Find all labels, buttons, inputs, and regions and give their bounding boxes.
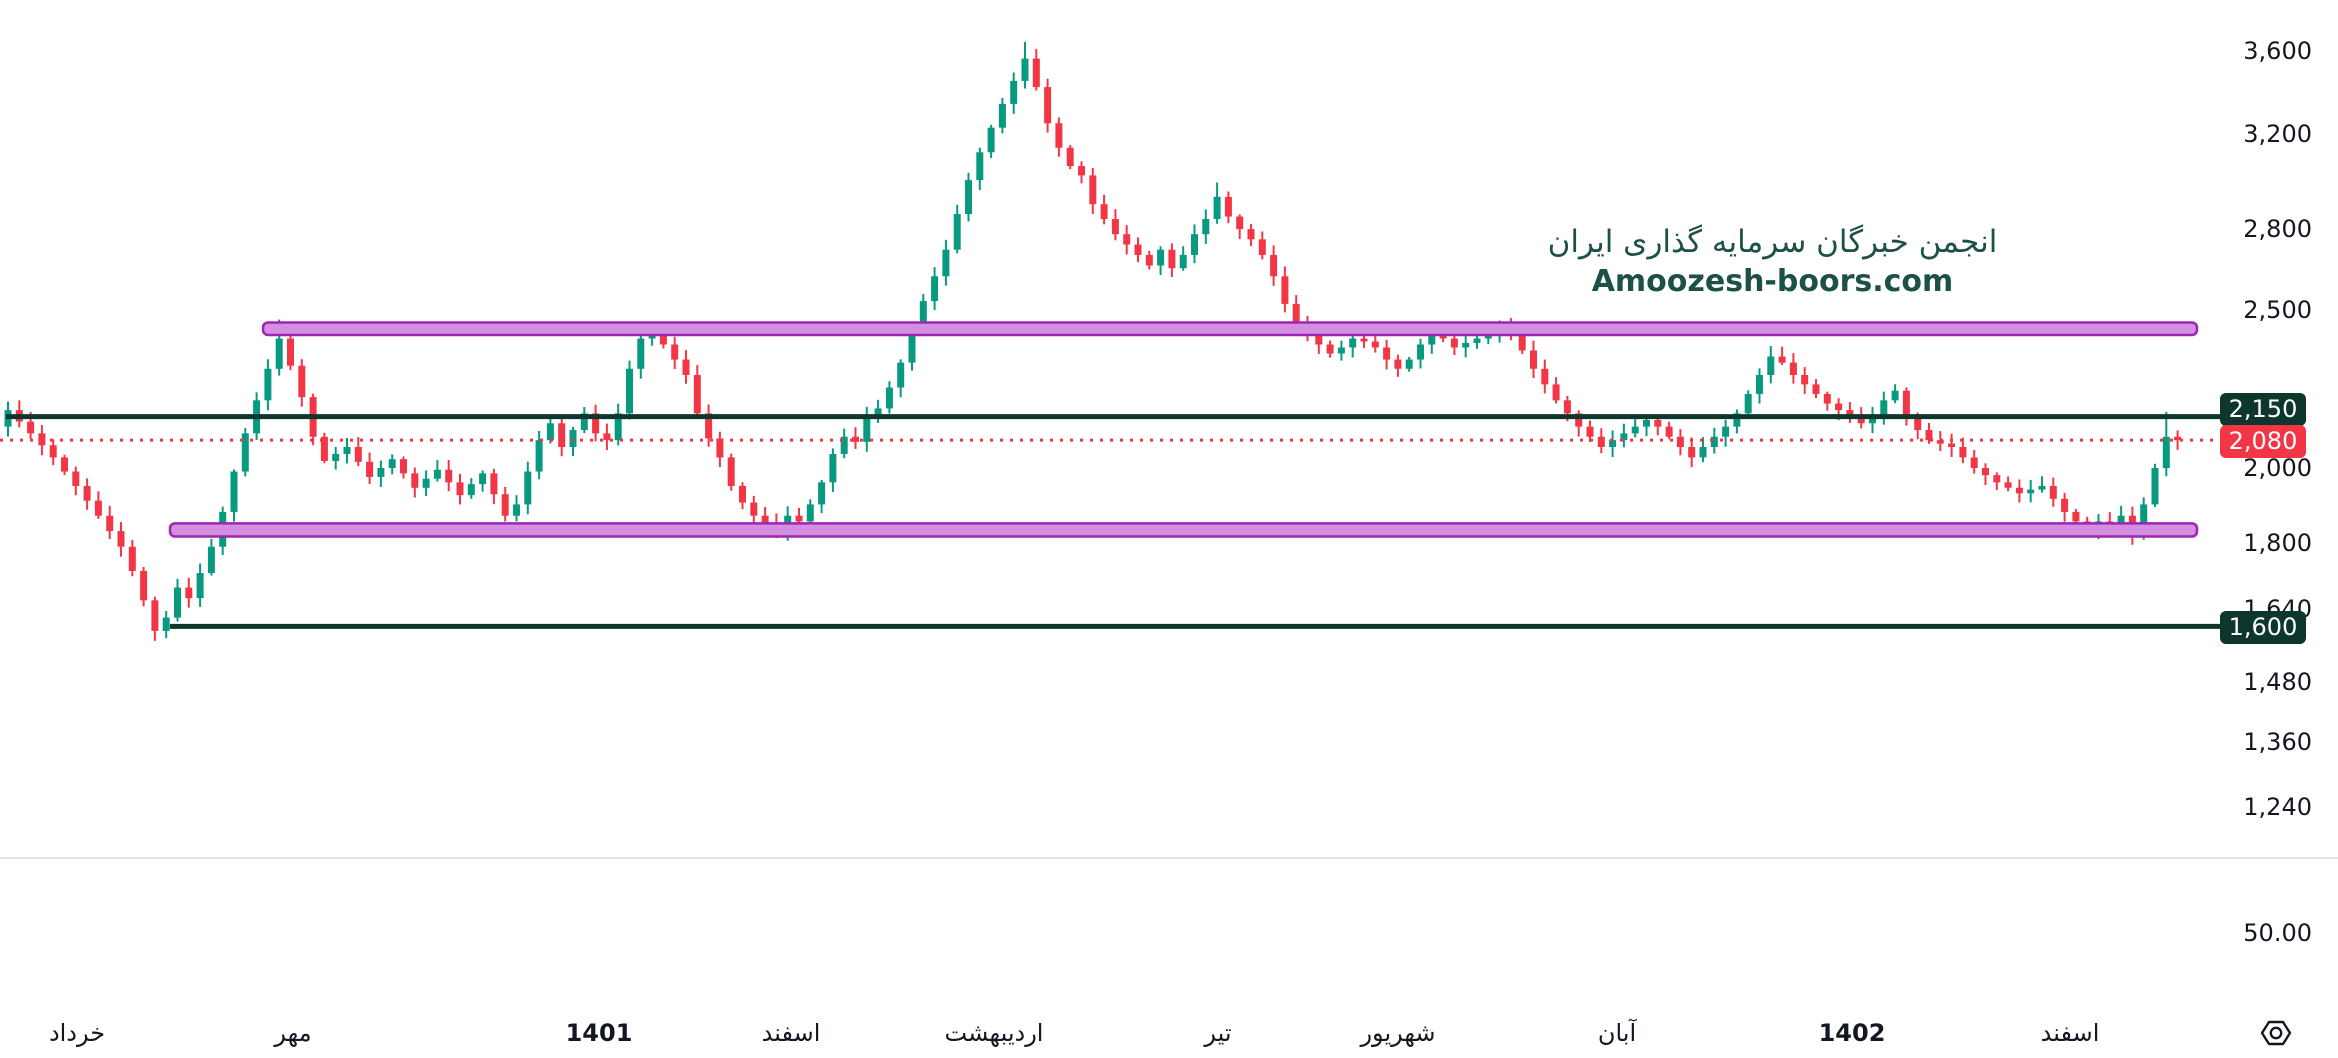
price-tick-label: 2,800 xyxy=(2243,215,2312,244)
time-axis-month-label: اسفند xyxy=(761,1019,821,1047)
time-axis-month-label: خرداد xyxy=(48,1019,106,1047)
price-tick-label: 1,480 xyxy=(2243,667,2312,696)
watermark: انجمن خبرگان سرمایه گذاری ایران Amoozesh… xyxy=(1500,222,2045,300)
price-tick-label: 2,000 xyxy=(2243,454,2312,482)
time-axis-month-label: آبان xyxy=(1597,1019,1637,1047)
price-tick-label: 1,240 xyxy=(2243,793,2312,822)
time-axis-month-label: اردیبهشت xyxy=(944,1019,1044,1047)
time-axis-year-label: 1402 xyxy=(1818,1019,1886,1047)
price-level-label: 2,150 xyxy=(2220,392,2306,426)
indicator-tick-label: 50.00 xyxy=(2243,919,2312,947)
price-tick-label: 1,800 xyxy=(2243,528,2312,557)
price-level-label: 1,600 xyxy=(2220,610,2306,644)
settings-icon[interactable] xyxy=(2257,1014,2295,1052)
watermark-line-persian: انجمن خبرگان سرمایه گذاری ایران xyxy=(1547,224,1998,260)
price-level-label: 2,080 xyxy=(2220,424,2306,458)
price-tick-label: 3,600 xyxy=(2243,36,2312,65)
time-axis-month-label: تیر xyxy=(1204,1019,1232,1047)
time-axis-year-label: 1401 xyxy=(565,1019,633,1047)
price-tick-label: 1,360 xyxy=(2243,727,2312,756)
watermark-line-url: Amoozesh-boors.com xyxy=(1591,264,1954,299)
time-axis-month-label: اسفند xyxy=(2040,1019,2100,1047)
price-tick-label: 3,200 xyxy=(2243,120,2312,149)
time-axis-month-label: مهر xyxy=(274,1019,312,1047)
price-tick-label: 2,500 xyxy=(2243,295,2312,324)
time-axis-month-label: شهریور xyxy=(1360,1019,1436,1047)
